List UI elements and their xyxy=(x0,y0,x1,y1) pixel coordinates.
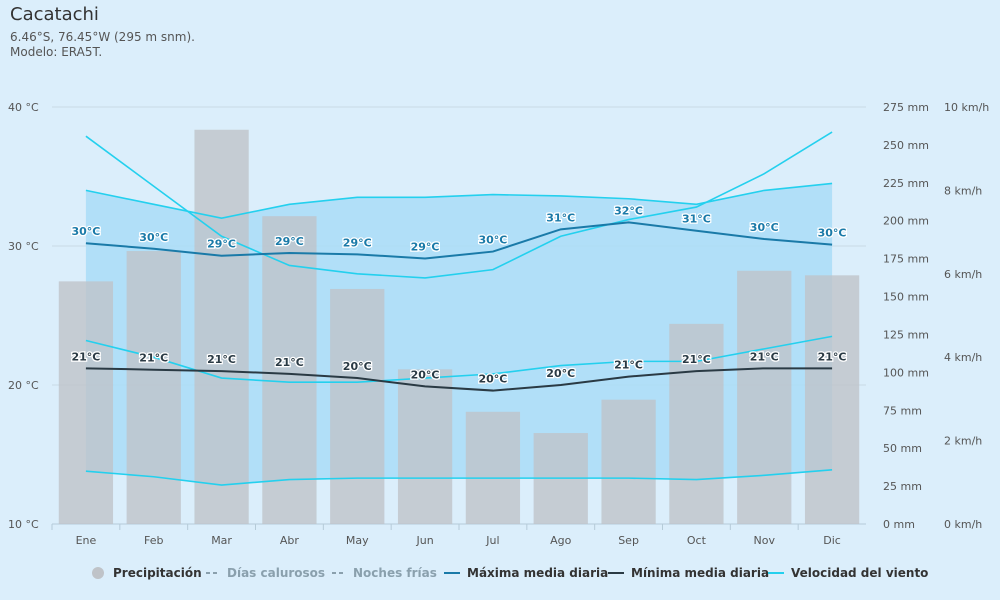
legend-precip[interactable]: Precipitación xyxy=(92,566,202,580)
min-data-label: 21°C xyxy=(818,350,847,363)
month-label: Ago xyxy=(550,534,572,547)
axes: 40 °C 30 °C 20 °C 10 °C 275 mm 250 mm 225 mm 20… xyxy=(8,101,989,547)
precipitation-bars xyxy=(58,129,860,525)
min-data-label: 20°C xyxy=(546,367,575,380)
min-data-label: 21°C xyxy=(614,359,643,372)
min-data-label: 21°C xyxy=(71,350,100,363)
max-data-label: 30°C xyxy=(478,234,507,247)
cold-band-line xyxy=(85,468,833,486)
max-data-label: 31°C xyxy=(546,211,575,224)
precip-tick-label: 225 mm xyxy=(883,177,929,190)
temp-tick-label: 40 °C xyxy=(8,101,39,114)
month-label: Oct xyxy=(687,534,707,547)
precip-bar xyxy=(58,281,114,524)
legend-label: Velocidad del viento xyxy=(791,566,928,580)
max-data-label: 29°C xyxy=(343,236,372,249)
max-data-label: 29°C xyxy=(207,238,236,251)
precip-bar xyxy=(330,288,385,524)
temp-tick-label: 20 °C xyxy=(8,379,39,392)
max-data-label: 32°C xyxy=(614,204,643,217)
legend-label: Días calurosos xyxy=(227,566,325,580)
min-data-label: 20°C xyxy=(411,368,440,381)
wind-tick-label: 6 km/h xyxy=(944,268,982,281)
precip-bar xyxy=(194,129,249,524)
precip-bar xyxy=(262,216,317,525)
min-data-label: 21°C xyxy=(275,356,304,369)
precip-tick-label: 125 mm xyxy=(883,328,929,341)
legend-label: Precipitación xyxy=(113,566,202,580)
precip-bar xyxy=(397,369,453,524)
precip-tick-label: 150 mm xyxy=(883,291,929,304)
precip-tick-label: 100 mm xyxy=(883,366,929,379)
precip-tick-label: 175 mm xyxy=(883,253,929,266)
wind-low-line xyxy=(85,335,833,384)
max-data-label: 31°C xyxy=(682,213,711,226)
month-label: Nov xyxy=(754,534,776,547)
max-data-label: 30°C xyxy=(750,221,779,234)
precip-tick-label: 0 mm xyxy=(883,518,915,531)
wind-tick-label: 10 km/h xyxy=(944,101,989,114)
month-label: Jul xyxy=(485,534,499,547)
wind-speed-line xyxy=(85,131,833,279)
precip-tick-label: 200 mm xyxy=(883,215,929,228)
max-data-label: 30°C xyxy=(71,225,100,238)
min-data-label: 20°C xyxy=(343,360,372,373)
month-label: Jun xyxy=(415,534,433,547)
data-labels: 30°C 30°C 29°C 29°C 29°C 29°C 30°C 31°C 32°C 31°C… xyxy=(70,203,848,387)
month-label: Dic xyxy=(823,534,841,547)
temp-tick-label: 10 °C xyxy=(8,518,39,531)
max-data-label: 30°C xyxy=(818,227,847,240)
month-label: Sep xyxy=(618,534,639,547)
min-data-label: 20°C xyxy=(478,373,507,386)
page-title: Cacatachi xyxy=(10,4,99,25)
legend-wind[interactable]: Velocidad del viento xyxy=(768,566,928,580)
model-label: Modelo: ERA5T. xyxy=(10,45,103,59)
precip-tick-label: 275 mm xyxy=(883,101,929,114)
min-data-label: 21°C xyxy=(750,350,779,363)
legend-label: Mínima media diaria xyxy=(631,566,769,580)
wind-tick-label: 8 km/h xyxy=(944,184,982,197)
month-label: Ene xyxy=(76,534,97,547)
max-data-label: 29°C xyxy=(275,235,304,248)
month-label: Abr xyxy=(280,534,300,547)
precip-bar xyxy=(669,323,724,524)
precip-bar xyxy=(737,270,792,524)
series-lines xyxy=(85,131,833,486)
min-data-label: 21°C xyxy=(682,353,711,366)
location-coords: 6.46°S, 76.45°W (295 m snm). xyxy=(10,30,195,44)
wind-tick-label: 0 km/h xyxy=(944,518,982,531)
min-data-label: 21°C xyxy=(139,352,168,365)
legend-label: Máxima media diaria xyxy=(467,566,608,580)
precip-bar xyxy=(465,411,521,524)
min-data-label: 21°C xyxy=(207,353,236,366)
precip-tick-label: 75 mm xyxy=(883,404,922,417)
min-daily-line xyxy=(85,367,833,392)
precip-tick-label: 250 mm xyxy=(883,139,929,152)
legend-dot-icon xyxy=(92,567,104,579)
month-label: Feb xyxy=(144,534,163,547)
precip-bar xyxy=(804,275,860,524)
max-data-label: 30°C xyxy=(139,231,168,244)
wind-tick-label: 4 km/h xyxy=(944,351,982,364)
month-label: Mar xyxy=(211,534,232,547)
precip-tick-label: 25 mm xyxy=(883,480,922,493)
legend-cold-nights[interactable]: Noches frías xyxy=(332,566,437,580)
max-daily-line xyxy=(85,221,833,260)
max-data-label: 29°C xyxy=(411,241,440,254)
precip-bar xyxy=(601,399,656,524)
precip-bar xyxy=(126,251,181,524)
temp-tick-label: 30 °C xyxy=(8,240,39,253)
wind-tick-label: 2 km/h xyxy=(944,435,982,448)
month-label: May xyxy=(346,534,369,547)
legend-min-daily[interactable]: Mínima media diaria xyxy=(608,566,769,580)
precip-tick-label: 50 mm xyxy=(883,442,922,455)
legend[interactable]: Precipitación Días calurosos Noches frías M… xyxy=(92,566,928,580)
legend-hot-days[interactable]: Días calurosos xyxy=(206,566,325,580)
legend-max-daily[interactable]: Máxima media diaria xyxy=(444,566,608,580)
legend-label: Noches frías xyxy=(353,566,437,580)
